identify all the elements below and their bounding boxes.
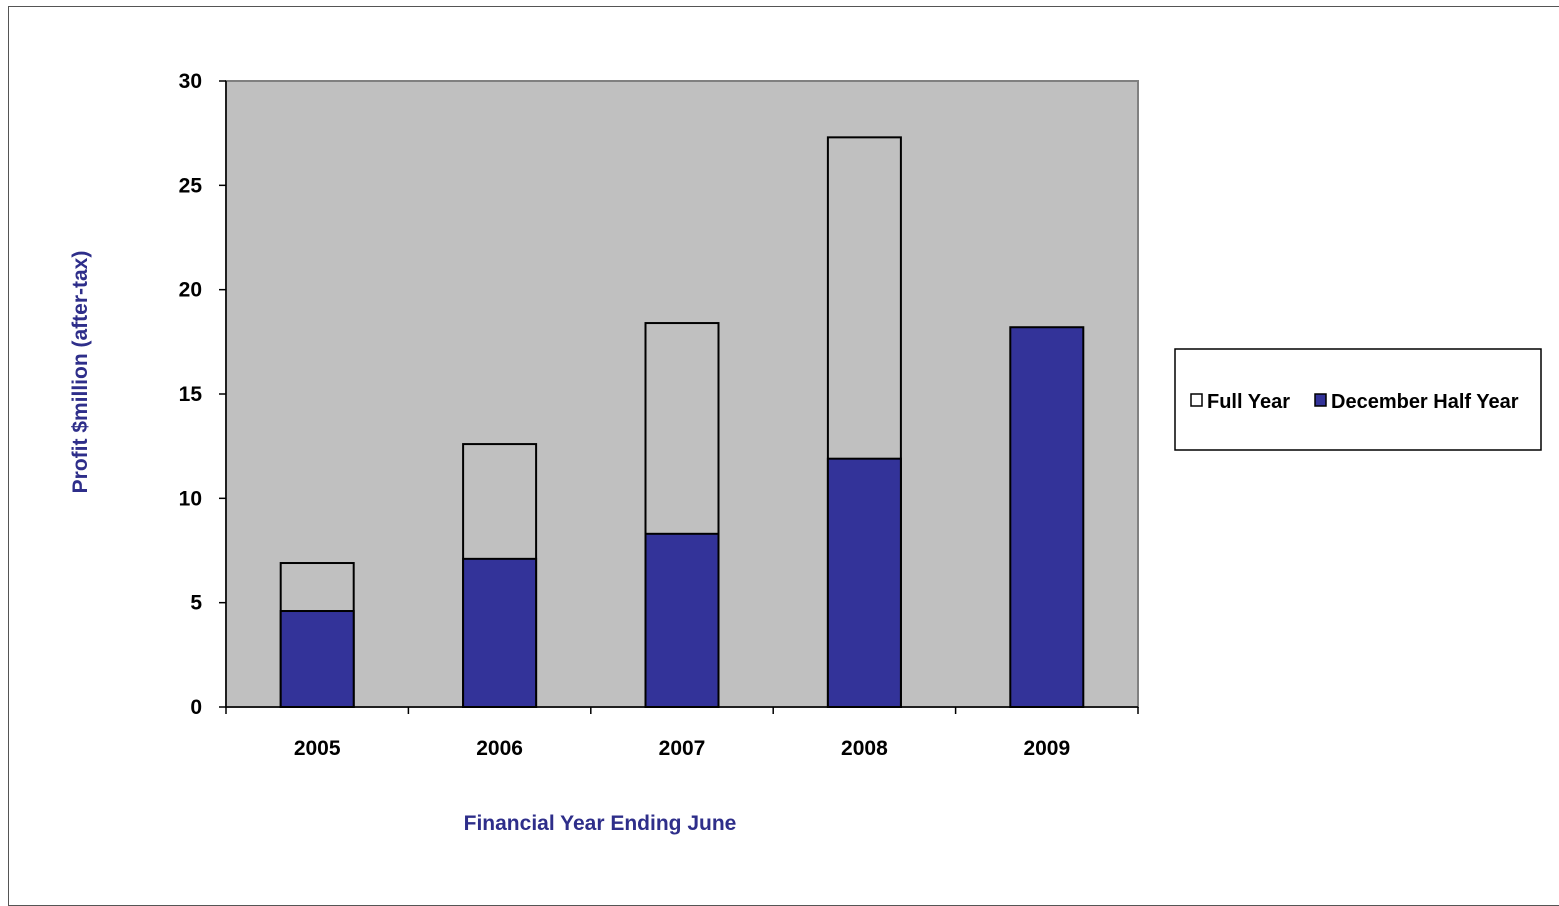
bar-december-half-year-2005: [279, 610, 355, 708]
y-tick-label-15: 15: [179, 383, 203, 406]
y-axis-title: Profit $million (after-tax): [69, 251, 92, 494]
bar-december-half-year-2007: [644, 532, 720, 708]
legend-swatch-december-half-year: [1314, 393, 1327, 407]
x-tick-labels: 2005 2006 2007 2008 2009: [294, 737, 1070, 760]
legend: Full Year December Half Year: [1174, 348, 1542, 451]
bar-december-half-year-2008: [826, 457, 902, 709]
bar-december-half-year-2009: [1009, 326, 1085, 708]
legend-box: [1174, 348, 1542, 451]
legend-label-december-half-year: December Half Year: [1331, 391, 1519, 413]
x-tick-label-2008: 2008: [841, 737, 888, 760]
legend-label-full-year: Full Year: [1207, 391, 1290, 413]
legend-swatch-full-year: [1190, 393, 1203, 407]
x-tick-label-2005: 2005: [294, 737, 341, 760]
y-tick-labels: 0 5 10 15 20 25 30: [179, 70, 203, 719]
x-axis-title: Financial Year Ending June: [464, 812, 737, 835]
y-tick-label-20: 20: [179, 279, 202, 302]
x-tick-label-2006: 2006: [476, 737, 523, 760]
bars-layer: [279, 136, 1085, 709]
y-tick-label-25: 25: [179, 174, 203, 197]
bar-december-half-year-2006: [462, 557, 538, 709]
axes-layer: [219, 80, 1139, 714]
y-tick-label-30: 30: [179, 70, 202, 93]
x-tick-label-2007: 2007: [659, 737, 706, 760]
y-tick-label-0: 0: [190, 696, 202, 719]
y-tick-label-5: 5: [190, 592, 202, 615]
y-tick-label-10: 10: [179, 487, 202, 510]
x-tick-label-2009: 2009: [1023, 737, 1070, 760]
